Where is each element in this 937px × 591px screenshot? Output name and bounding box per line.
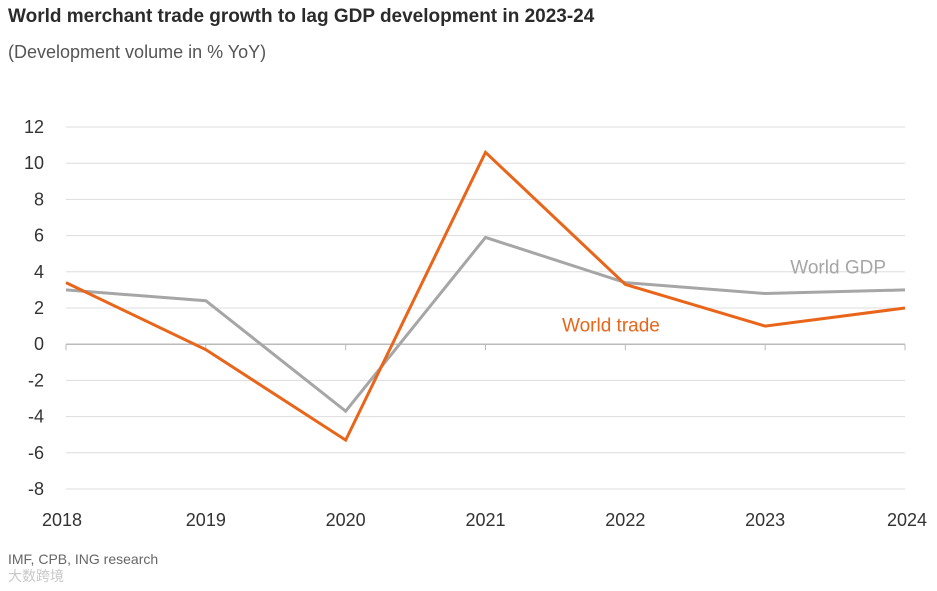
y-tick-label: -4: [28, 407, 44, 427]
y-tick-label: -8: [28, 479, 44, 499]
series-label-world-gdp: World GDP: [790, 258, 886, 279]
y-tick-label: 8: [34, 189, 44, 209]
y-tick-label: -6: [28, 443, 44, 463]
series-label-world-trade: World trade: [562, 316, 660, 337]
y-tick-label: 12: [24, 117, 44, 137]
x-tick-label: 2024: [887, 510, 927, 530]
x-tick-label: 2020: [326, 510, 366, 530]
grid-lines: [66, 126, 905, 490]
x-tick-label: 2023: [745, 510, 785, 530]
y-tick-label: 4: [34, 262, 44, 282]
x-tick-label: 2022: [605, 510, 645, 530]
x-tick-label: 2019: [186, 510, 226, 530]
series-line-world-trade: [65, 149, 906, 443]
y-tick-label: 2: [34, 298, 44, 318]
y-tick-label: -2: [28, 370, 44, 390]
chart-title: World merchant trade growth to lag GDP d…: [8, 6, 595, 27]
y-axis-ticks: 12 10 8 6 4 2 0 -2 -4 -6 -8: [24, 117, 44, 499]
y-tick-label: 0: [34, 334, 44, 354]
series-line-world-gdp: [65, 235, 906, 414]
y-tick-label: 10: [24, 153, 44, 173]
y-tick-label: 6: [34, 226, 44, 246]
chart-subtitle: (Development volume in % YoY): [8, 42, 267, 62]
x-tick-label: 2021: [465, 510, 505, 530]
x-axis-ticks: 2018 2019 2020 2021 2022 2023 2024: [42, 344, 927, 530]
source-note: IMF, CPB, ING research: [8, 551, 159, 567]
watermark-text: 大数跨境: [8, 568, 64, 584]
x-tick-label: 2018: [42, 510, 82, 530]
series-group: [65, 149, 906, 443]
